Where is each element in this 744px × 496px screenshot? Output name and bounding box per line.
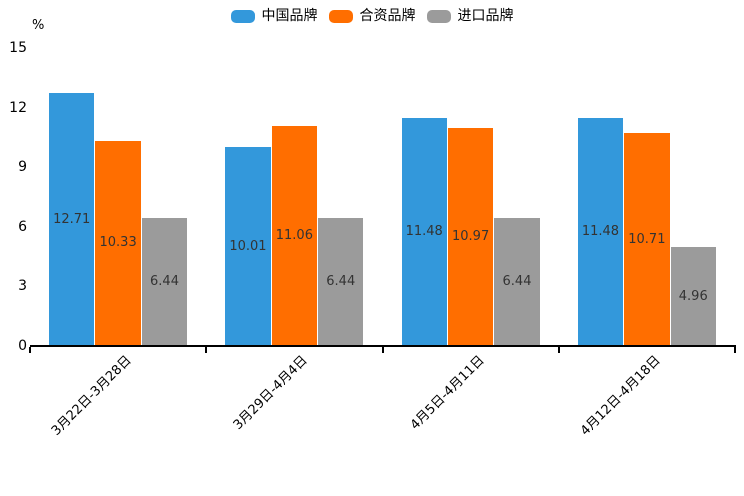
x-category-label: 3月29日-4月4日 <box>231 353 311 433</box>
y-tick-label: 9 <box>18 159 27 176</box>
bar-series-1-cat-3 <box>624 133 670 346</box>
bar-series-0-cat-0 <box>49 93 95 346</box>
bar-series-2-cat-1 <box>318 218 364 346</box>
bar-value-label: 4.96 <box>678 288 708 304</box>
bar-value-label: 10.01 <box>229 238 267 254</box>
x-axis-tick-mark <box>29 347 31 353</box>
x-category-label: 3月22日-3月28日 <box>48 353 135 439</box>
legend-swatch-icon <box>230 9 255 23</box>
y-tick-label: 15 <box>9 40 27 56</box>
legend-item-series-1[interactable]: 合资品牌 <box>328 8 416 24</box>
bar-series-2-cat-0 <box>141 218 188 346</box>
y-tick-label: 0 <box>18 338 27 354</box>
legend-swatch-icon <box>426 9 451 23</box>
chart-legend: 中国品牌 合资品牌 进口品牌 <box>0 8 744 24</box>
x-axis-tick-mark <box>381 347 384 353</box>
legend-swatch-icon <box>328 9 353 23</box>
y-axis-unit-label: % <box>32 18 45 33</box>
bar-series-2-cat-2 <box>494 218 540 346</box>
y-tick-label: 6 <box>18 218 27 235</box>
bar-series-1-cat-2 <box>447 128 494 346</box>
bar-series-0-cat-2 <box>401 117 447 346</box>
bar-value-label: 11.06 <box>275 228 313 244</box>
legend-item-series-0[interactable]: 中国品牌 <box>230 8 318 24</box>
y-tick-label: 12 <box>9 99 27 116</box>
x-axis-tick-mark <box>557 347 560 353</box>
legend-item-label: 进口品牌 <box>457 8 514 24</box>
legend-item-series-2[interactable]: 进口品牌 <box>426 8 514 24</box>
x-axis-line <box>30 345 736 347</box>
bar-series-1-cat-0 <box>95 140 141 346</box>
x-category-label: 4月12日-4月18日 <box>577 353 664 439</box>
bar-value-label: 11.48 <box>581 223 620 239</box>
bar-value-label: 11.48 <box>405 223 443 239</box>
bar-value-label: 10.33 <box>99 235 137 251</box>
legend-item-label: 合资品牌 <box>359 8 416 24</box>
bar-series-0-cat-1 <box>225 147 271 346</box>
x-category-label: 4月5日-4月11日 <box>407 353 488 433</box>
bar-value-label: 6.44 <box>326 274 356 290</box>
bar-value-label: 12.71 <box>53 211 91 227</box>
x-axis-tick-mark <box>205 347 208 353</box>
bar-series-0-cat-3 <box>577 117 624 346</box>
bar-series-2-cat-3 <box>670 247 716 346</box>
bar-value-label: 6.44 <box>502 274 532 290</box>
legend-item-label: 中国品牌 <box>261 8 318 24</box>
y-tick-label: 3 <box>18 278 27 295</box>
bar-value-label: 10.97 <box>452 229 490 245</box>
bar-series-1-cat-1 <box>271 126 318 346</box>
bar-value-label: 6.44 <box>150 274 179 290</box>
bar-value-label: 10.71 <box>628 231 666 247</box>
x-axis-tick-mark <box>734 347 736 353</box>
